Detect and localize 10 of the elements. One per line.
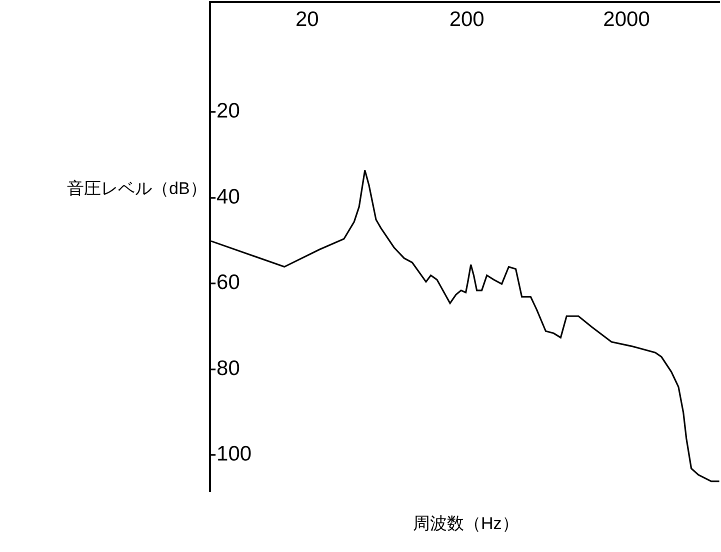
x-tick-label: 200: [449, 8, 484, 32]
y-tick-label: -60: [210, 271, 240, 294]
y-axis-title: 音圧レベル（dB）: [67, 179, 207, 198]
x-axis-title: 周波数（Hz）: [413, 514, 519, 533]
y-tick-label: -100: [210, 442, 252, 466]
y-tick-label: -40: [210, 185, 240, 208]
x-tick-label: 2000: [603, 8, 650, 32]
y-tick-label: -80: [210, 356, 240, 380]
x-tick-label: 20: [295, 8, 319, 32]
y-tick-label: -20: [210, 100, 240, 123]
